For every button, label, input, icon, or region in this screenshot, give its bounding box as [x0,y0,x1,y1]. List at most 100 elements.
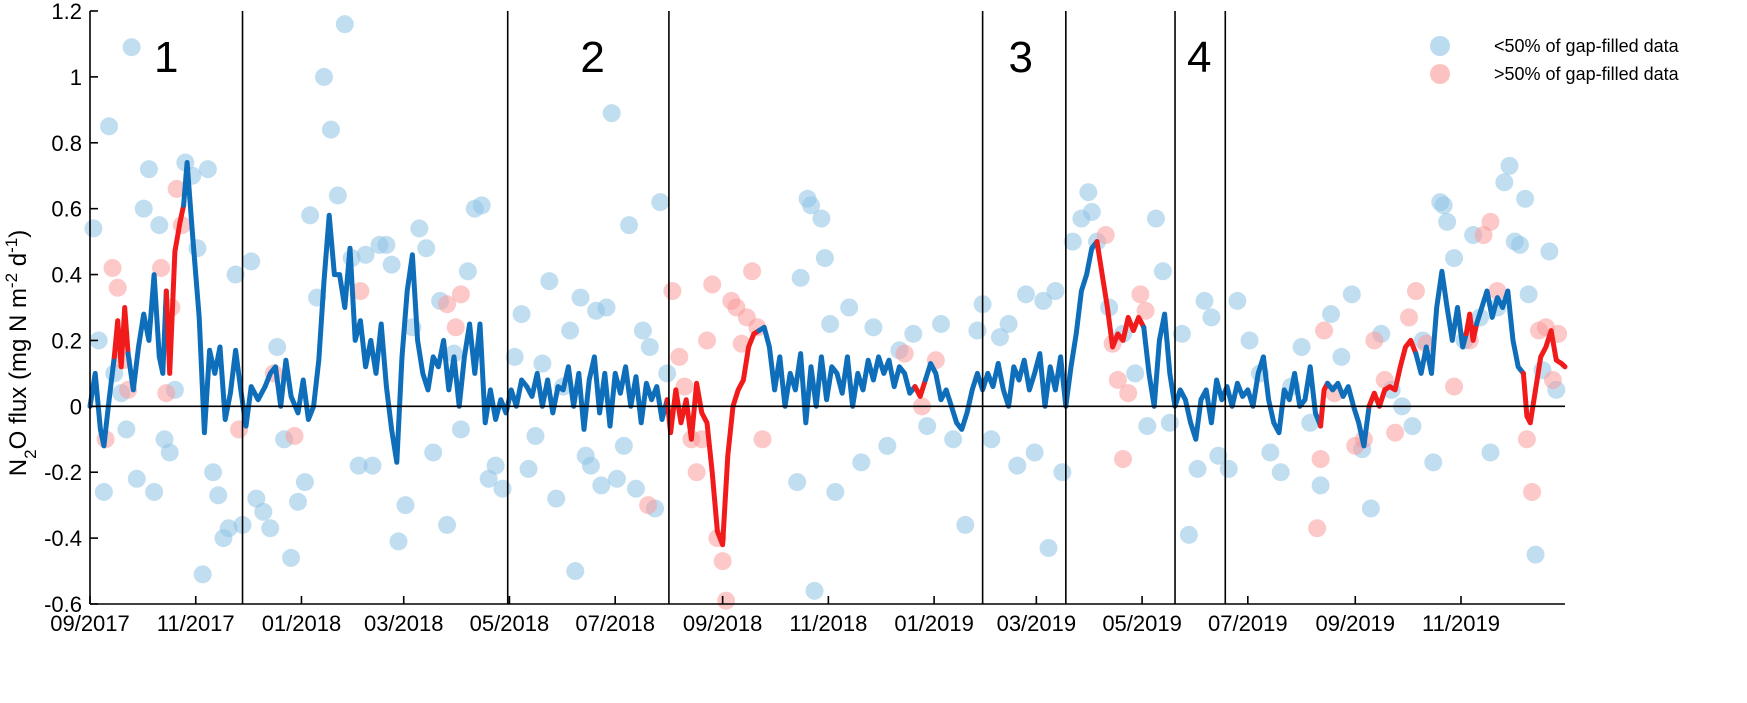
point-low-gap-86 [633,321,652,340]
point-low-gap-132 [1153,262,1172,281]
point-low-gap-93 [791,268,810,287]
point-low-gap-66 [512,305,531,324]
point-low-gap-102 [864,318,883,337]
point-low-gap-164 [1445,249,1464,268]
point-low-gap-14 [160,443,179,462]
point-high-gap-60 [1474,226,1493,245]
point-low-gap-100 [840,298,859,317]
x-tick-label: 11/2017 [157,611,235,636]
period-label-4: 4 [1187,33,1211,82]
y-axis-title-part: ) [5,230,32,238]
point-low-gap-31 [268,338,287,357]
point-low-gap-116 [1016,285,1035,304]
y-axis-title-part: O flux (mg N m [5,288,32,449]
point-low-gap-154 [1361,499,1380,518]
point-low-gap-39 [321,120,340,139]
point-low-gap-109 [956,515,975,534]
point-low-gap-79 [592,476,611,495]
period-dividers: 1 2 3 4 [154,11,1227,604]
line-segment-11 [1318,380,1330,429]
point-low-gap-10 [139,160,158,179]
line-segment-7 [912,377,928,399]
line-segment-15 [1463,311,1480,343]
x-tick-label: 03/2019 [997,611,1077,636]
point-low-gap-40 [328,186,347,205]
line-segment-17 [1520,328,1568,426]
x-tick-label: 09/2017 [50,611,130,636]
point-low-gap-137 [1195,291,1214,310]
point-low-gap-117 [1025,443,1044,462]
point-low-gap-85 [626,479,645,498]
point-high-gap-62 [1488,282,1507,301]
point-low-gap-163 [1438,212,1457,231]
point-low-gap-27 [242,252,261,271]
point-low-gap-64 [493,479,512,498]
point-low-gap-139 [1209,446,1228,465]
point-high-gap-28 [717,591,736,610]
y-tick-label: 0.2 [51,328,82,353]
point-low-gap-75 [571,288,590,307]
point-low-gap-83 [614,436,633,455]
point-low-gap-141 [1228,291,1247,310]
point-low-gap-20 [198,160,217,179]
point-high-gap-33 [743,262,762,281]
point-high-gap-5 [152,258,171,277]
point-low-gap-150 [1322,305,1341,324]
point-low-gap-118 [1034,291,1053,310]
point-low-gap-34 [288,492,307,511]
period-label-3: 3 [1009,33,1033,82]
point-low-gap-120 [1046,282,1065,301]
point-low-gap-131 [1146,209,1165,228]
point-low-gap-110 [968,321,987,340]
point-high-gap-55 [1400,308,1419,327]
point-low-gap-92 [802,196,821,215]
point-low-gap-22 [209,486,228,505]
y-tick-label: 1.2 [51,0,82,24]
point-low-gap-77 [581,456,600,475]
x-tick-label: 01/2018 [262,611,342,636]
point-high-gap-13 [351,282,370,301]
point-low-gap-35 [295,473,314,492]
point-low-gap-73 [561,321,580,340]
point-high-gap-64 [1523,482,1542,501]
y-axis-title-part: -1 [2,238,21,253]
point-low-gap-56 [438,515,457,534]
line-segment-14 [1413,268,1469,376]
point-low-gap-171 [1500,156,1519,175]
point-low-gap-122 [1063,232,1082,251]
x-tick-label: 09/2019 [1316,611,1396,636]
point-low-gap-68 [526,426,545,445]
point-high-gap-42 [1114,450,1133,469]
point-high-gap-43 [1119,384,1138,403]
line-segment-12 [1325,380,1372,449]
point-low-gap-62 [479,469,498,488]
point-low-gap-174 [1516,189,1535,208]
point-low-gap-176 [1526,545,1545,564]
point-high-gap-19 [670,347,689,366]
point-high-gap-63 [1517,430,1536,449]
point-high-gap-8 [167,179,186,198]
point-low-gap-58 [451,420,470,439]
point-high-gap-25 [703,275,722,294]
point-low-gap-2 [94,482,113,501]
y-axis-title: N2O flux (mg N m-2 d-1) [2,230,40,476]
legend-label-0: <50% of gap-filled data [1494,36,1680,56]
line-segment-8 [922,239,1100,432]
point-low-gap-89 [651,193,670,212]
point-low-gap-52 [410,219,429,238]
point-low-gap-63 [486,456,505,475]
point-low-gap-151 [1332,347,1351,366]
point-low-gap-96 [821,314,840,333]
point-low-gap-33 [282,548,301,567]
line-segment-4 [181,160,670,465]
point-low-gap-36 [301,206,320,225]
point-low-gap-133 [1160,413,1179,432]
point-high-gap-27 [713,552,732,571]
y-tick-label: 0.6 [51,197,82,222]
point-high-gap-52 [1365,331,1384,350]
x-tick-label: 09/2018 [683,611,763,636]
point-high-gap-39 [1096,226,1115,245]
line-segment-6 [756,324,918,426]
point-high-gap-61 [1481,212,1500,231]
point-low-gap-43 [349,456,368,475]
